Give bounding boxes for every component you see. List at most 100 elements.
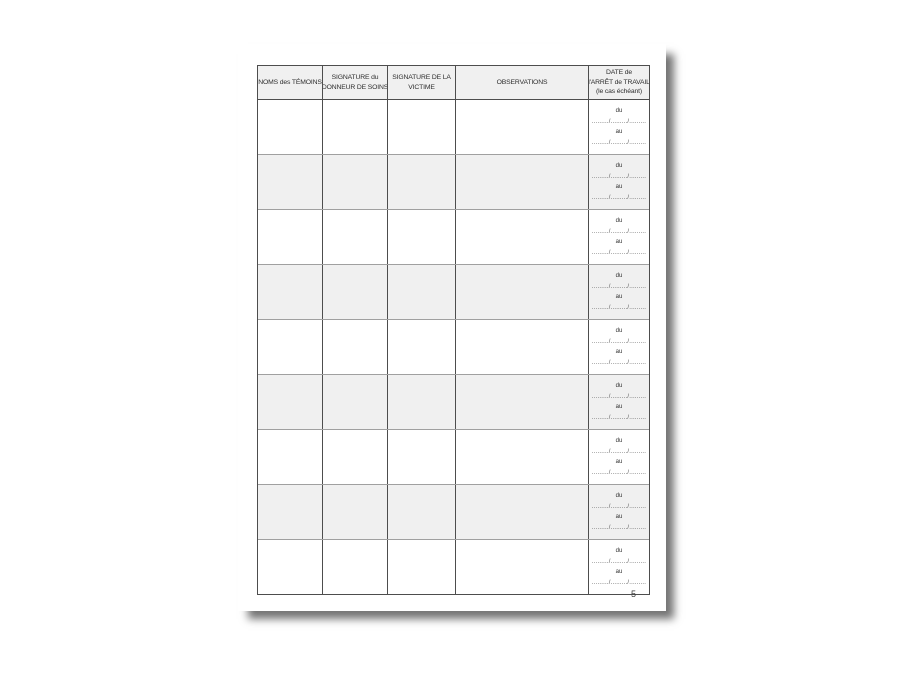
cell-date-arret: du ........./........./......... au ....… bbox=[589, 540, 649, 594]
cell-observations bbox=[456, 540, 589, 594]
header-label: (le cas échéant) bbox=[596, 88, 642, 96]
table-row: du ........./........./......... au ....… bbox=[258, 484, 649, 539]
cell-signature-victime bbox=[388, 320, 456, 374]
cell-signature-donneur-soins bbox=[323, 210, 388, 264]
date-from-label: du bbox=[615, 547, 623, 554]
date-from-label: du bbox=[615, 217, 623, 224]
cell-observations bbox=[456, 320, 589, 374]
table-row: du ........./........./......... au ....… bbox=[258, 539, 649, 594]
cell-observations bbox=[456, 375, 589, 429]
table-row: du ........./........./......... au ....… bbox=[258, 319, 649, 374]
date-from-line: ........./........./......... bbox=[591, 173, 647, 180]
cell-observations bbox=[456, 430, 589, 484]
date-from-label: du bbox=[615, 492, 623, 499]
header-label: l'ARRÊT de TRAVAIL bbox=[589, 78, 649, 86]
date-to-label: au bbox=[615, 459, 623, 466]
header-noms-temoins: NOMS des TÉMOINS bbox=[258, 66, 323, 99]
table-row: du ........./........./......... au ....… bbox=[258, 100, 649, 154]
header-label: DONNEUR DE SOINS bbox=[323, 83, 388, 91]
header-label: VICTIME bbox=[408, 83, 435, 91]
cell-signature-donneur-soins bbox=[323, 430, 388, 484]
cell-signature-victime bbox=[388, 430, 456, 484]
cell-signature-donneur-soins bbox=[323, 320, 388, 374]
accident-register-table: NOMS des TÉMOINS SIGNATURE du DONNEUR DE… bbox=[257, 65, 650, 595]
cell-date-arret: du ........./........./......... au ....… bbox=[589, 210, 649, 264]
cell-signature-victime bbox=[388, 155, 456, 209]
cell-signature-victime bbox=[388, 540, 456, 594]
header-label: DATE de bbox=[605, 68, 633, 76]
date-to-label: au bbox=[615, 129, 623, 136]
date-to-label: au bbox=[615, 569, 623, 576]
cell-noms-temoins bbox=[258, 430, 323, 484]
cell-noms-temoins bbox=[258, 265, 323, 319]
cell-date-arret: du ........./........./......... au ....… bbox=[589, 100, 649, 154]
cell-signature-donneur-soins bbox=[323, 100, 388, 154]
cell-observations bbox=[456, 155, 589, 209]
cell-date-arret: du ........./........./......... au ....… bbox=[589, 430, 649, 484]
cell-signature-victime bbox=[388, 265, 456, 319]
cell-date-arret: du ........./........./......... au ....… bbox=[589, 485, 649, 539]
date-to-line: ........./........./......... bbox=[591, 195, 647, 202]
table-row: du ........./........./......... au ....… bbox=[258, 374, 649, 429]
header-signature-donneur-soins: SIGNATURE du DONNEUR DE SOINS bbox=[323, 66, 388, 99]
date-from-label: du bbox=[615, 382, 623, 389]
cell-observations bbox=[456, 265, 589, 319]
date-to-line: ........./........./......... bbox=[591, 250, 647, 257]
date-to-label: au bbox=[615, 514, 623, 521]
date-from-label: du bbox=[615, 437, 623, 444]
table-row: du ........./........./......... au ....… bbox=[258, 154, 649, 209]
cell-date-arret: du ........./........./......... au ....… bbox=[589, 320, 649, 374]
cell-noms-temoins bbox=[258, 375, 323, 429]
cell-signature-donneur-soins bbox=[323, 155, 388, 209]
date-to-line: ........./........./......... bbox=[591, 360, 647, 367]
date-from-line: ........./........./......... bbox=[591, 118, 647, 125]
date-from-line: ........./........./......... bbox=[591, 338, 647, 345]
cell-date-arret: du ........./........./......... au ....… bbox=[589, 155, 649, 209]
header-signature-victime: SIGNATURE DE LA VICTIME bbox=[388, 66, 456, 99]
date-to-label: au bbox=[615, 294, 623, 301]
cell-signature-victime bbox=[388, 485, 456, 539]
date-from-line: ........./........./......... bbox=[591, 228, 647, 235]
cell-observations bbox=[456, 210, 589, 264]
date-to-label: au bbox=[615, 404, 623, 411]
cell-date-arret: du ........./........./......... au ....… bbox=[589, 265, 649, 319]
date-from-line: ........./........./......... bbox=[591, 448, 647, 455]
header-label: OBSERVATIONS bbox=[496, 78, 548, 86]
document-page: NOMS des TÉMOINS SIGNATURE du DONNEUR DE… bbox=[238, 44, 666, 611]
cell-signature-victime bbox=[388, 100, 456, 154]
cell-observations bbox=[456, 485, 589, 539]
cell-date-arret: du ........./........./......... au ....… bbox=[589, 375, 649, 429]
cell-signature-donneur-soins bbox=[323, 485, 388, 539]
cell-signature-donneur-soins bbox=[323, 265, 388, 319]
header-label: SIGNATURE DE LA bbox=[392, 73, 451, 81]
date-to-line: ........./........./......... bbox=[591, 525, 647, 532]
date-from-label: du bbox=[615, 107, 623, 114]
page-number: 5 bbox=[630, 589, 636, 599]
cell-signature-donneur-soins bbox=[323, 540, 388, 594]
cell-observations bbox=[456, 100, 589, 154]
date-to-line: ........./........./......... bbox=[591, 305, 647, 312]
header-observations: OBSERVATIONS bbox=[456, 66, 589, 99]
header-label: SIGNATURE du bbox=[331, 73, 379, 81]
date-from-line: ........./........./......... bbox=[591, 558, 647, 565]
date-to-line: ........./........./......... bbox=[591, 470, 647, 477]
date-from-line: ........./........./......... bbox=[591, 503, 647, 510]
date-to-label: au bbox=[615, 349, 623, 356]
cell-signature-donneur-soins bbox=[323, 375, 388, 429]
date-from-line: ........./........./......... bbox=[591, 283, 647, 290]
cell-noms-temoins bbox=[258, 540, 323, 594]
cell-noms-temoins bbox=[258, 210, 323, 264]
date-to-line: ........./........./......... bbox=[591, 415, 647, 422]
header-date-arret-travail: DATE de l'ARRÊT de TRAVAIL (le cas échéa… bbox=[589, 66, 649, 99]
table-row: du ........./........./......... au ....… bbox=[258, 429, 649, 484]
cell-noms-temoins bbox=[258, 485, 323, 539]
date-from-label: du bbox=[615, 327, 623, 334]
table-row: du ........./........./......... au ....… bbox=[258, 264, 649, 319]
date-to-label: au bbox=[615, 239, 623, 246]
cell-noms-temoins bbox=[258, 320, 323, 374]
cell-signature-victime bbox=[388, 375, 456, 429]
date-to-label: au bbox=[615, 184, 623, 191]
cell-noms-temoins bbox=[258, 155, 323, 209]
date-to-line: ........./........./......... bbox=[591, 580, 647, 587]
